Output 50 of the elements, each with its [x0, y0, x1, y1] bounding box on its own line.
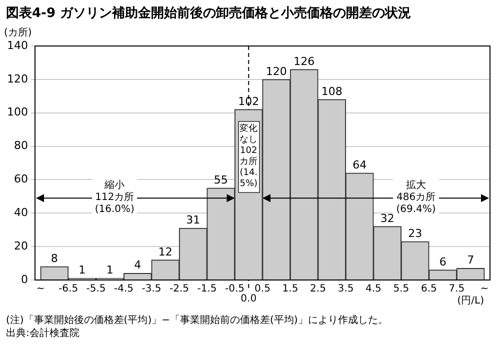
- x-tick-label: -0.5: [224, 284, 245, 295]
- x-tick-label: 1.5: [282, 284, 298, 295]
- x-tick-label: 5.5: [393, 284, 410, 295]
- y-tick-label: 0: [20, 272, 28, 286]
- ref-line-label: 0.0: [240, 294, 257, 305]
- y-tick-label: 40: [14, 206, 28, 219]
- text: (注)「事業開始後の価格差(平均)」−「事業開始前の価格差(平均)」により作成した。: [6, 314, 389, 327]
- x-tick-label: -1.5: [197, 284, 217, 295]
- y-tick-label: 140: [6, 38, 28, 52]
- x-tick-label: -4.5: [114, 284, 134, 295]
- y-tick-label: 80: [14, 139, 28, 152]
- x-tick-label: 6.5: [421, 284, 437, 295]
- annotation: 変化なし102カ所(14.5%): [238, 120, 260, 193]
- data-label: 1: [106, 264, 114, 277]
- y-tick-label: 60: [14, 172, 28, 186]
- data-label: 120: [266, 64, 287, 78]
- annotation: 拡大 486カ所 (69.4%): [393, 179, 439, 218]
- data-label: 12: [158, 245, 172, 258]
- x-tick-label: 0.5: [254, 284, 270, 295]
- y-axis-title: (カ所): [4, 26, 32, 39]
- chart-title: 図表4-9 ガソリン補助金開始前後の卸売価格と小売価格の開差の状況: [5, 4, 412, 23]
- data-label: 31: [186, 214, 200, 227]
- x-tick-label: ~: [36, 284, 45, 295]
- data-label: 126: [294, 54, 315, 68]
- x-tick-label: 7.5: [448, 284, 465, 295]
- data-label: 23: [408, 226, 422, 240]
- data-label: 64: [352, 158, 367, 172]
- x-tick-label: -6.5: [58, 284, 78, 295]
- data-label: 6: [439, 255, 446, 268]
- x-tick-label: 3.5: [338, 284, 354, 295]
- source-note: 出典:会計検査院: [6, 327, 80, 340]
- y-tick-label: 120: [6, 72, 28, 86]
- x-tick-label: -3.5: [142, 284, 162, 295]
- annotation: 縮小 112カ所 (16.0%): [92, 179, 138, 218]
- data-label: 4: [134, 258, 142, 272]
- x-tick-label: -2.5: [170, 284, 190, 295]
- x-tick-label: 4.5: [366, 284, 382, 295]
- data-label: 1: [78, 264, 86, 277]
- data-label: 7: [467, 254, 474, 267]
- y-tick-label: 100: [6, 106, 28, 119]
- y-tick-label: 20: [14, 239, 28, 252]
- data-label: 32: [380, 212, 394, 225]
- x-tick-label: ~: [480, 284, 489, 295]
- x-tick-label: 2.5: [310, 284, 326, 295]
- x-axis-title: (円/L): [457, 296, 484, 307]
- data-label: 8: [50, 252, 58, 265]
- data-label: 102: [238, 94, 260, 108]
- x-tick-label: -5.5: [86, 284, 106, 295]
- data-label: 108: [321, 84, 342, 98]
- data-label: 55: [214, 173, 228, 186]
